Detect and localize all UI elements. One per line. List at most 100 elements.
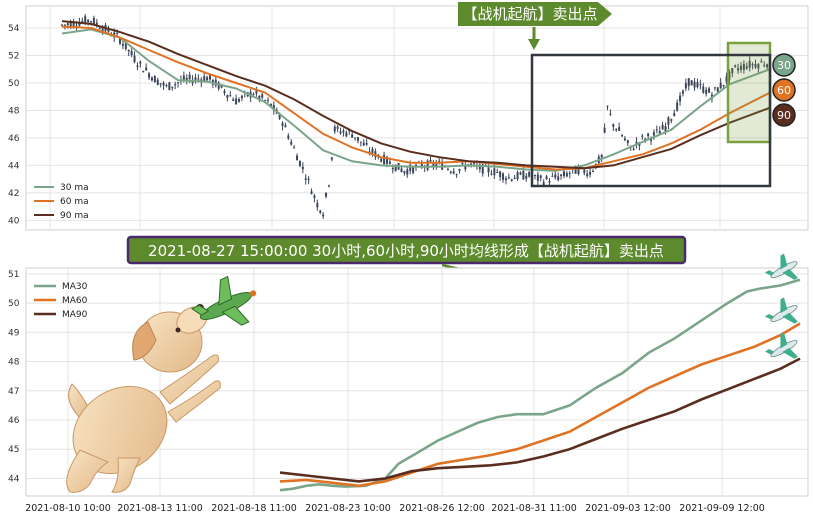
candle-body xyxy=(258,95,261,99)
candle-body xyxy=(391,168,394,170)
top-y-tick-label: 50 xyxy=(8,79,20,89)
candle-body xyxy=(171,86,174,88)
candle-body xyxy=(632,148,635,151)
candle-body xyxy=(139,61,142,64)
candle-body xyxy=(330,157,333,160)
candle-body xyxy=(713,87,716,89)
jet-tail xyxy=(764,349,775,355)
candle-body xyxy=(98,28,101,30)
candle-body xyxy=(551,175,554,177)
jet-icon xyxy=(764,332,798,359)
candle-body xyxy=(148,73,151,78)
candle-body xyxy=(121,43,124,46)
candle-body xyxy=(606,105,609,107)
candle-body xyxy=(194,77,197,80)
candle-body xyxy=(548,181,551,183)
top-y-tick-label: 42 xyxy=(8,189,19,199)
candle-body xyxy=(763,65,766,67)
candle-body xyxy=(626,140,629,144)
candle-body xyxy=(516,172,519,180)
bottom-series-MA90 xyxy=(279,357,801,483)
top-ma-lines xyxy=(61,20,771,172)
candle-body xyxy=(473,162,476,165)
jet-tail xyxy=(764,270,775,276)
candle-body xyxy=(519,172,522,175)
candle-body xyxy=(716,87,719,92)
candle-body xyxy=(188,74,191,80)
jet-wing xyxy=(780,332,788,349)
candle-body xyxy=(635,141,638,145)
jet-wing xyxy=(782,268,798,280)
candle-body xyxy=(342,130,345,133)
candle-body xyxy=(664,126,667,132)
top-series-30-ma xyxy=(61,28,771,172)
candle-body xyxy=(737,68,740,71)
candle-body xyxy=(760,61,763,63)
bottom-y-tick-label: 48 xyxy=(8,358,20,368)
candle-body xyxy=(661,124,664,130)
candle-body xyxy=(432,162,435,166)
candle-body xyxy=(690,80,693,86)
candle-body xyxy=(304,178,307,180)
candle-body xyxy=(380,158,383,162)
top-legend: 30 ma 60 ma 90 ma xyxy=(34,183,89,221)
candle-body xyxy=(412,166,415,173)
candle-body xyxy=(325,192,328,197)
candle-body xyxy=(446,168,449,170)
bottom-x-tick-label: 2021-09-03 12:00 xyxy=(585,503,671,514)
candle-body xyxy=(670,119,673,121)
candle-body xyxy=(153,76,156,83)
candle-body xyxy=(301,166,304,170)
candle-body xyxy=(728,71,731,80)
bottom-x-tick-label: 2021-08-13 11:00 xyxy=(117,503,203,514)
candle-body xyxy=(95,22,98,25)
bottom-y-ticks: 44 45 46 47 48 49 50 51 xyxy=(8,270,20,485)
bottom-y-tick-label: 47 xyxy=(8,387,19,397)
jet-wing xyxy=(780,297,788,314)
candle-body xyxy=(574,166,577,174)
candle-body xyxy=(766,64,769,68)
puppy-front-leg xyxy=(159,354,219,405)
candle-body xyxy=(214,79,217,86)
candle-body xyxy=(583,169,586,173)
ma-badges: 30 60 90 xyxy=(772,53,796,127)
candle-body xyxy=(409,164,412,171)
candle-body xyxy=(652,132,655,136)
candle-body xyxy=(365,143,368,145)
badge-60-label: 60 xyxy=(777,84,791,97)
candle-body xyxy=(333,126,336,132)
candle-body xyxy=(185,77,188,80)
candle-body xyxy=(455,174,458,176)
top-y-tick-label: 52 xyxy=(8,51,19,61)
candle-body xyxy=(296,155,299,161)
signal-banner: 【战机起航】卖出点 xyxy=(458,2,612,50)
candle-body xyxy=(647,133,650,137)
candle-body xyxy=(655,129,658,131)
candle-body xyxy=(351,134,354,138)
candle-body xyxy=(197,78,200,80)
candle-body xyxy=(533,174,536,176)
candle-body xyxy=(525,175,528,179)
badge-90 xyxy=(772,103,796,127)
candle-body xyxy=(745,66,748,69)
candle-body xyxy=(429,160,432,162)
candle-body xyxy=(223,90,226,94)
candle-body xyxy=(284,125,287,128)
top-legend-label: 30 ma xyxy=(60,183,89,193)
candle-body xyxy=(568,173,571,175)
candle-body xyxy=(589,171,592,175)
candle-body xyxy=(345,132,348,137)
puppy-ear xyxy=(132,321,157,361)
jet-wing xyxy=(780,253,788,270)
candle-body xyxy=(458,169,461,171)
candle-body xyxy=(150,77,153,81)
candle-body xyxy=(731,68,734,74)
candle-body xyxy=(235,98,238,105)
candle-body xyxy=(90,21,93,23)
candle-body xyxy=(490,173,493,175)
candle-body xyxy=(84,16,87,25)
candle-body xyxy=(240,95,243,99)
bottom-x-tick-label: 2021-08-10 10:00 xyxy=(25,503,111,514)
candle-body xyxy=(87,19,90,22)
candle-body xyxy=(124,42,127,50)
